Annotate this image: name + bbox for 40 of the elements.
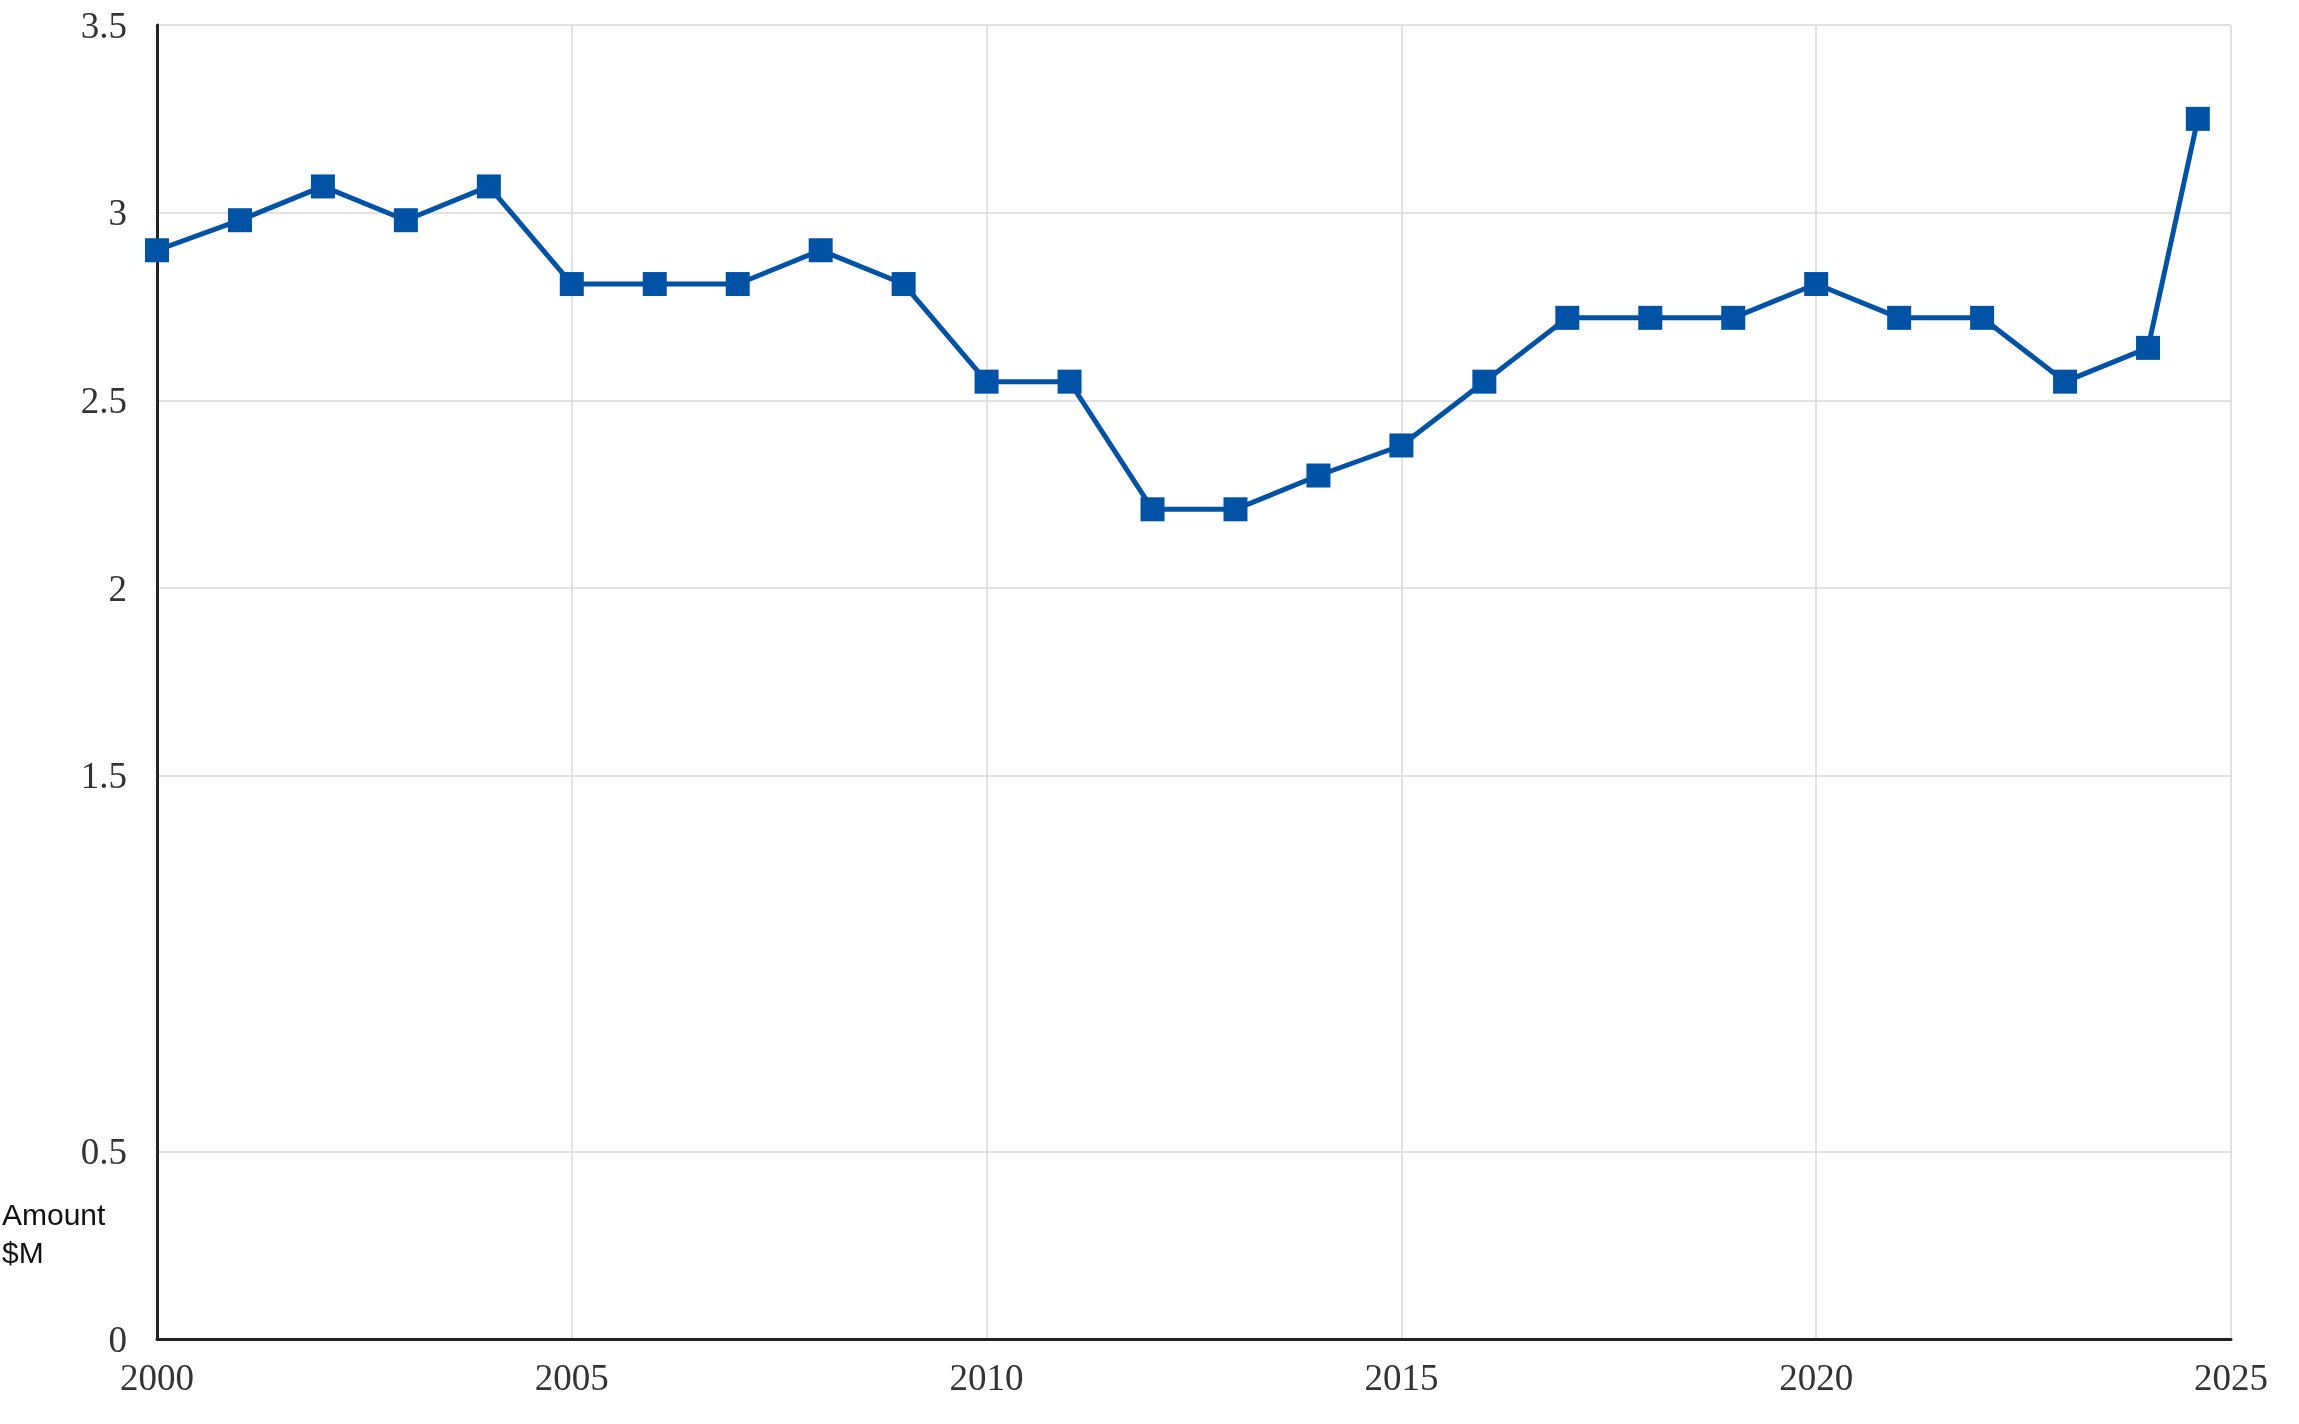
y-tick-label: 0 bbox=[108, 1318, 127, 1360]
point bbox=[2185, 106, 2210, 131]
y-axis-title: Amount $M bbox=[2, 1197, 114, 1269]
point bbox=[808, 238, 833, 263]
point bbox=[1389, 433, 1414, 458]
point bbox=[1721, 305, 1746, 330]
point bbox=[2136, 335, 2161, 360]
point bbox=[2053, 369, 2078, 394]
point bbox=[1472, 369, 1497, 394]
point bbox=[145, 238, 169, 263]
point bbox=[1638, 305, 1663, 330]
point bbox=[1223, 497, 1248, 522]
y-tick-label: 0.5 bbox=[80, 1130, 127, 1172]
point bbox=[1887, 305, 1912, 330]
point bbox=[891, 272, 916, 297]
x-tick-label: 2005 bbox=[534, 1357, 609, 1398]
x-tick-label: 2015 bbox=[1364, 1357, 1439, 1398]
point bbox=[1804, 272, 1829, 297]
y-tick-label: 2 bbox=[108, 567, 127, 609]
point bbox=[1057, 369, 1082, 394]
point bbox=[476, 174, 501, 199]
y-tick-label: 3 bbox=[108, 192, 127, 234]
x-tick-label: 2020 bbox=[1779, 1357, 1854, 1398]
point bbox=[642, 272, 667, 297]
point bbox=[310, 174, 335, 199]
x-tick-label: 2010 bbox=[949, 1357, 1024, 1398]
point bbox=[393, 208, 418, 233]
point bbox=[1306, 463, 1331, 488]
point bbox=[1970, 305, 1995, 330]
point bbox=[725, 272, 750, 297]
point bbox=[974, 369, 999, 394]
y-tick-label: 2.5 bbox=[80, 379, 127, 421]
point bbox=[559, 272, 584, 297]
x-tick-label: 2000 bbox=[120, 1357, 194, 1398]
y-tick-label: 3.5 bbox=[80, 4, 127, 46]
point bbox=[1140, 497, 1165, 522]
y-tick-label: 1.5 bbox=[80, 755, 127, 797]
x-tick-label: 2025 bbox=[2194, 1357, 2268, 1398]
point bbox=[227, 208, 252, 233]
point bbox=[1555, 305, 1580, 330]
